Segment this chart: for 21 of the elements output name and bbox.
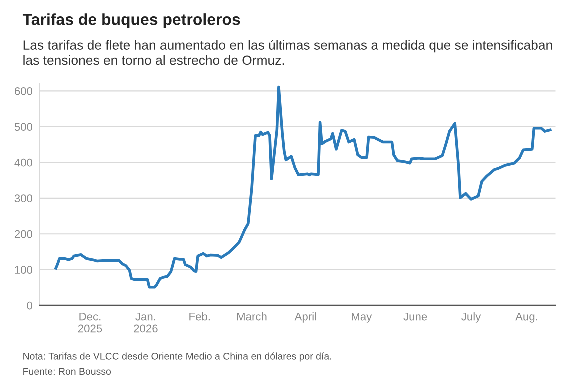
- text: Nota: Tarifas de VLCC desde Oriente Medio a China en dólares por día.: [24, 352, 332, 362]
- x-tick-label: June: [404, 312, 428, 321]
- x-tick-label: Dec. 2025: [78, 312, 102, 333]
- y-tick-label: 600: [14, 87, 33, 96]
- source-note: Fuente: Ron Bousso: [24, 368, 112, 376]
- y-tick-label: 0: [27, 302, 33, 310]
- chart-subtitle: Las tarifas de flete han aumentado en las últimas semanas a medida que se intensificaban las tensiones en torno al estrecho de Ormuz.: [24, 40, 552, 66]
- x-tick-label: April: [294, 312, 316, 323]
- line-series: [54, 86, 552, 289]
- y-tick-label: 400: [14, 158, 33, 167]
- y-tick-label: 300: [14, 194, 33, 203]
- y-tick-label: 200: [14, 230, 33, 238]
- x-tick-label: May: [352, 312, 372, 323]
- x-tick-label: Aug.: [516, 312, 538, 323]
- y-tick-label: 500: [14, 123, 33, 132]
- x-tick-label: Jan. 2026: [134, 312, 158, 333]
- x-tick-label: Feb.: [190, 312, 210, 321]
- x-tick-label: July: [462, 312, 482, 323]
- y-tick-label: 100: [15, 266, 33, 274]
- x-tick-label: March: [237, 312, 267, 321]
- chart-title: Tarifas de buques petroleros: [22, 14, 240, 28]
